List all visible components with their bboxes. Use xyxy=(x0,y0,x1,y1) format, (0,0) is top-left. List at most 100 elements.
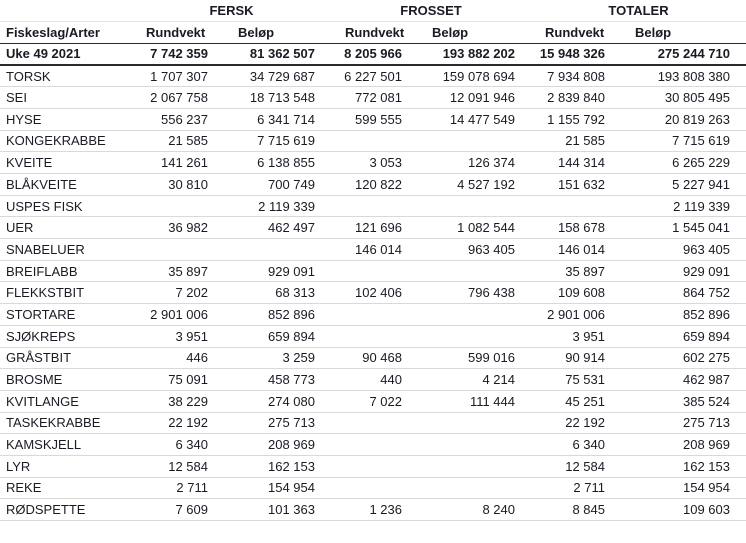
value-cell: 141 261 xyxy=(132,151,224,174)
value-cell: 1 236 xyxy=(331,498,418,521)
value-cell: 864 752 xyxy=(621,281,746,305)
totaler-belop-header: Beløp xyxy=(621,21,746,44)
value-cell: 6 341 714 xyxy=(224,108,331,131)
value-cell: 101 363 xyxy=(224,498,331,521)
table-row: SJØKREPS 3 951 659 894 3 951 659 894 xyxy=(0,325,746,348)
value-cell: 7 934 808 xyxy=(531,65,621,88)
table-body: Uke 49 2021 7 742 359 81 362 507 8 205 9… xyxy=(0,43,746,521)
value-cell: 146 014 xyxy=(531,238,621,261)
table-row: REKE 2 711 154 954 2 711 154 954 xyxy=(0,477,746,500)
value-cell: 6 340 xyxy=(132,433,224,456)
value-cell: 20 819 263 xyxy=(621,108,746,131)
species-cell: KONGEKRABBE xyxy=(0,130,132,153)
value-cell: 599 555 xyxy=(331,108,418,131)
table-row: SEI 2 067 758 18 713 548 772 081 12 091 … xyxy=(0,86,746,109)
value-cell: 14 477 549 xyxy=(418,108,531,131)
value-cell: 2 711 xyxy=(531,477,621,500)
value-cell: 102 406 xyxy=(331,281,418,305)
value-cell: 772 081 xyxy=(331,86,418,109)
species-cell: REKE xyxy=(0,477,132,500)
value-cell xyxy=(418,412,531,435)
value-cell xyxy=(331,433,418,456)
value-cell: 3 259 xyxy=(224,347,331,370)
value-cell: 75 091 xyxy=(132,368,224,391)
value-cell: 2 119 339 xyxy=(224,195,331,218)
value-cell: 599 016 xyxy=(418,347,531,370)
species-cell: BREIFLABB xyxy=(0,260,132,283)
value-cell: 75 531 xyxy=(531,368,621,391)
value-cell xyxy=(132,238,224,261)
table-row: GRÅSTBIT 446 3 259 90 468 599 016 90 914… xyxy=(0,347,746,370)
value-cell xyxy=(531,195,621,218)
value-cell: 7 202 xyxy=(132,281,224,305)
value-cell: 275 713 xyxy=(224,412,331,435)
value-cell: 458 773 xyxy=(224,368,331,391)
table-row: LYR 12 584 162 153 12 584 162 153 xyxy=(0,455,746,478)
value-cell xyxy=(331,477,418,500)
value-cell: 446 xyxy=(132,347,224,370)
value-cell: 22 192 xyxy=(132,412,224,435)
value-cell: 1 155 792 xyxy=(531,108,621,131)
value-cell: 5 227 941 xyxy=(621,173,746,196)
value-cell xyxy=(132,195,224,218)
species-cell: UER xyxy=(0,216,132,240)
species-cell: HYSE xyxy=(0,108,132,131)
species-cell: SNABELUER xyxy=(0,238,132,261)
value-cell: 275 244 710 xyxy=(621,43,746,67)
value-cell: 3 951 xyxy=(132,325,224,348)
value-cell: 2 901 006 xyxy=(531,303,621,326)
group-header-totaler: TOTALER xyxy=(531,0,746,23)
value-cell: 4 527 192 xyxy=(418,173,531,196)
value-cell xyxy=(418,303,531,326)
species-cell: RØDSPETTE xyxy=(0,498,132,521)
species-cell: SJØKREPS xyxy=(0,325,132,348)
value-cell: 35 897 xyxy=(132,260,224,283)
value-cell: 21 585 xyxy=(132,130,224,153)
value-cell: 111 444 xyxy=(418,390,531,413)
value-cell: 12 584 xyxy=(531,455,621,478)
table-row: TASKEKRABBE 22 192 275 713 22 192 275 71… xyxy=(0,412,746,435)
summary-row-week: Uke 49 2021 7 742 359 81 362 507 8 205 9… xyxy=(0,43,746,67)
value-cell: 208 969 xyxy=(224,433,331,456)
value-cell: 2 067 758 xyxy=(132,86,224,109)
value-cell: 4 214 xyxy=(418,368,531,391)
value-cell: 275 713 xyxy=(621,412,746,435)
value-cell: 8 205 966 xyxy=(331,43,418,67)
value-cell: 2 119 339 xyxy=(621,195,746,218)
species-cell: KAMSKJELL xyxy=(0,433,132,456)
value-cell: 120 822 xyxy=(331,173,418,196)
table-row: SNABELUER 146 014 963 405 146 014 963 40… xyxy=(0,238,746,261)
value-cell: 462 987 xyxy=(621,368,746,391)
value-cell: 208 969 xyxy=(621,433,746,456)
value-cell xyxy=(331,195,418,218)
table-row: USPES FISK 2 119 339 2 119 339 xyxy=(0,195,746,218)
value-cell: 1 545 041 xyxy=(621,216,746,240)
value-cell: 146 014 xyxy=(331,238,418,261)
value-cell: 90 468 xyxy=(331,347,418,370)
value-cell: 602 275 xyxy=(621,347,746,370)
value-cell: 3 951 xyxy=(531,325,621,348)
value-cell: 18 713 548 xyxy=(224,86,331,109)
value-cell xyxy=(418,260,531,283)
value-cell: 126 374 xyxy=(418,151,531,174)
value-cell: 154 954 xyxy=(621,477,746,500)
table-row: UER 36 982 462 497 121 696 1 082 544 158… xyxy=(0,216,746,240)
value-cell: 7 742 359 xyxy=(132,43,224,67)
week-label: Uke 49 2021 xyxy=(0,43,132,67)
value-cell xyxy=(331,303,418,326)
table-row: RØDSPETTE 7 609 101 363 1 236 8 240 8 84… xyxy=(0,498,746,521)
species-cell: FLEKKSTBIT xyxy=(0,281,132,305)
value-cell: 963 405 xyxy=(621,238,746,261)
value-cell: 7 022 xyxy=(331,390,418,413)
value-cell xyxy=(224,238,331,261)
value-cell: 659 894 xyxy=(621,325,746,348)
group-header-frosset: FROSSET xyxy=(331,0,531,23)
value-cell: 963 405 xyxy=(418,238,531,261)
table-row: STORTARE 2 901 006 852 896 2 901 006 852… xyxy=(0,303,746,326)
species-cell: USPES FISK xyxy=(0,195,132,218)
value-cell xyxy=(418,477,531,500)
value-cell xyxy=(331,455,418,478)
species-cell: LYR xyxy=(0,455,132,478)
value-cell: 30 805 495 xyxy=(621,86,746,109)
value-cell: 158 678 xyxy=(531,216,621,240)
